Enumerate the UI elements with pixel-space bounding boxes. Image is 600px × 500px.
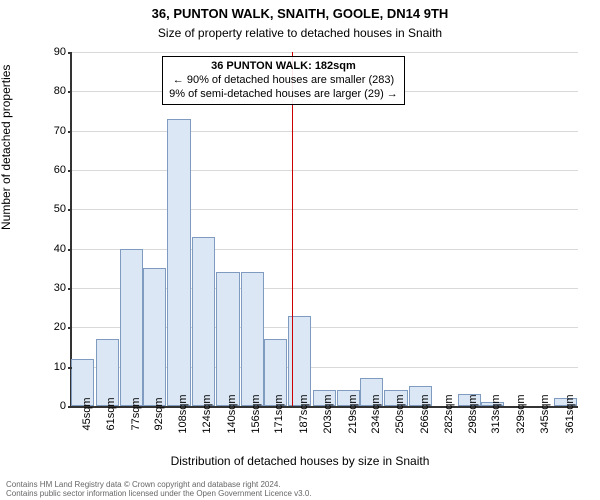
x-tick-label: 61sqm: [105, 397, 117, 430]
x-tick-label: 313sqm: [490, 394, 502, 433]
x-tick-label: 187sqm: [298, 394, 310, 433]
plot-area: 36 PUNTON WALK: 182sqm ← 90% of detached…: [70, 52, 578, 408]
y-tick-mark: [68, 209, 72, 211]
y-tick-mark: [68, 288, 72, 290]
x-tick-label: 234sqm: [370, 394, 382, 433]
annotation-line-3: 9% of semi-detached houses are larger (2…: [169, 88, 398, 102]
y-tick-mark: [68, 170, 72, 172]
histogram-bar: [120, 249, 143, 406]
x-tick-label: 124sqm: [201, 394, 213, 433]
annotation-box: 36 PUNTON WALK: 182sqm ← 90% of detached…: [162, 56, 405, 105]
histogram-bar: [167, 119, 190, 406]
footer-line-2: Contains public sector information licen…: [6, 489, 594, 498]
y-tick-label: 0: [36, 400, 66, 412]
x-tick-label: 92sqm: [153, 397, 165, 430]
x-tick-label: 345sqm: [539, 394, 551, 433]
x-tick-label: 266sqm: [419, 394, 431, 433]
x-tick-label: 108sqm: [177, 394, 189, 433]
y-tick-mark: [68, 327, 72, 329]
histogram-bar: [192, 237, 215, 406]
y-tick-label: 70: [36, 125, 66, 137]
x-tick-label: 171sqm: [273, 394, 285, 433]
grid-line: [72, 52, 578, 53]
x-tick-label: 361sqm: [564, 394, 576, 433]
y-tick-label: 30: [36, 282, 66, 294]
y-tick-mark: [68, 367, 72, 369]
y-tick-mark: [68, 52, 72, 54]
x-tick-label: 77sqm: [130, 397, 142, 430]
x-tick-label: 329sqm: [515, 394, 527, 433]
footer-attribution: Contains HM Land Registry data © Crown c…: [6, 480, 594, 498]
x-axis-label: Distribution of detached houses by size …: [0, 454, 600, 468]
y-tick-label: 50: [36, 203, 66, 215]
y-axis-label: Number of detached properties: [0, 65, 13, 230]
x-tick-label: 282sqm: [443, 394, 455, 433]
x-tick-label: 203sqm: [322, 394, 334, 433]
y-tick-label: 40: [36, 243, 66, 255]
y-tick-mark: [68, 131, 72, 133]
chart-title: 36, PUNTON WALK, SNAITH, GOOLE, DN14 9TH: [0, 6, 600, 21]
x-tick-label: 219sqm: [347, 394, 359, 433]
y-tick-label: 20: [36, 321, 66, 333]
x-tick-label: 250sqm: [394, 394, 406, 433]
x-tick-label: 156sqm: [250, 394, 262, 433]
footer-line-1: Contains HM Land Registry data © Crown c…: [6, 480, 594, 489]
y-tick-mark: [68, 91, 72, 93]
chart-subtitle: Size of property relative to detached ho…: [0, 26, 600, 40]
grid-line: [72, 249, 578, 250]
x-tick-label: 140sqm: [226, 394, 238, 433]
y-tick-label: 90: [36, 46, 66, 58]
grid-line: [72, 170, 578, 171]
y-tick-label: 10: [36, 361, 66, 373]
histogram-bar: [143, 268, 166, 406]
x-tick-label: 45sqm: [81, 397, 93, 430]
y-tick-mark: [68, 406, 72, 408]
annotation-line-1: 36 PUNTON WALK: 182sqm: [169, 60, 398, 74]
x-tick-label: 298sqm: [467, 394, 479, 433]
annotation-line-2: ← 90% of detached houses are smaller (28…: [169, 74, 398, 88]
y-tick-mark: [68, 249, 72, 251]
chart-container: 36, PUNTON WALK, SNAITH, GOOLE, DN14 9TH…: [0, 0, 600, 500]
grid-line: [72, 209, 578, 210]
grid-line: [72, 131, 578, 132]
histogram-bar: [96, 339, 119, 406]
y-tick-label: 80: [36, 85, 66, 97]
y-tick-label: 60: [36, 164, 66, 176]
histogram-bar: [216, 272, 239, 406]
histogram-bar: [241, 272, 264, 406]
